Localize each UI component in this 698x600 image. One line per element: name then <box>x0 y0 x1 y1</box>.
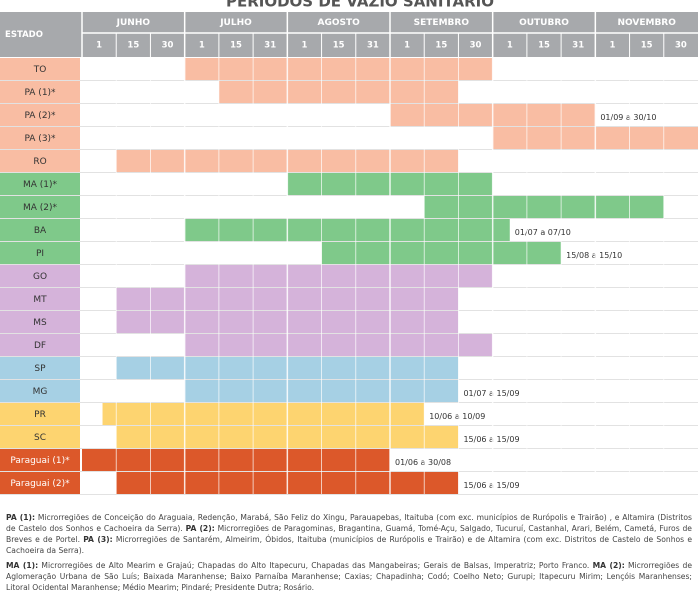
state-cell <box>0 81 80 103</box>
state-cell <box>0 173 80 195</box>
notes: PA (1): Microrregiões de Conceição do Ar… <box>6 512 692 597</box>
note-label: PA (1): <box>6 513 36 522</box>
day-label: 15 <box>127 41 139 51</box>
state-label: MT <box>33 295 47 305</box>
chart: PERÍODOS DE VAZIO SANITÁRIO ESTADO JUNHO 1 1… <box>0 0 698 495</box>
range-label: 15/06 a 15/09 <box>463 481 519 490</box>
state-cell <box>0 104 80 126</box>
state-label: MA (1)* <box>23 180 58 190</box>
state-cell <box>0 311 80 333</box>
month-label: SETEMBRO <box>414 18 470 28</box>
day-label: 1 <box>609 41 615 51</box>
state-cell <box>0 288 80 310</box>
range-label: 01/09 a 30/10 <box>600 113 656 122</box>
state-label: MS <box>33 318 47 328</box>
range-label: 15/06 a 15/09 <box>463 435 519 444</box>
state-label: Paraguai (2)* <box>10 479 70 489</box>
state-label: Paraguai (1)* <box>10 456 70 466</box>
period-bar <box>321 242 562 264</box>
state-label: PA (2)* <box>24 111 56 121</box>
range-label: 01/06 a 30/08 <box>395 458 451 467</box>
day-label: 1 <box>404 41 410 51</box>
state-cell <box>0 58 80 80</box>
state-label: BA <box>34 226 47 236</box>
day-label: 1 <box>96 41 102 51</box>
period-bar <box>184 334 493 356</box>
state-label: PA (3)* <box>24 134 56 144</box>
estado-header: ESTADO <box>5 30 43 40</box>
state-label: MA (2)* <box>23 203 58 213</box>
state-label: SP <box>34 364 46 374</box>
day-label: 15 <box>435 41 447 51</box>
state-cell <box>0 357 80 379</box>
note-label: PA (2): <box>185 524 215 533</box>
day-label: 30 <box>675 41 687 51</box>
state-cell <box>0 334 80 356</box>
state-cell <box>0 219 80 241</box>
state-label: RO <box>33 157 46 167</box>
state-label: PI <box>36 249 44 259</box>
state-label: TO <box>33 65 47 75</box>
state-cell <box>0 426 80 448</box>
day-label: 15 <box>641 41 653 51</box>
state-cell <box>0 265 80 287</box>
note-text: Microrregiões de Santarém, Almeirim, Óbi… <box>6 535 692 555</box>
state-cell <box>0 380 80 402</box>
day-label: 1 <box>301 41 307 51</box>
note-text: Microrregiões de Conceição do Araguaia, … <box>6 513 692 533</box>
range-label: 15/08 a 15/10 <box>566 251 622 260</box>
period-bar <box>424 196 664 218</box>
state-label: PR <box>34 410 46 420</box>
note-paragraph: PA (1): Microrregiões de Conceição do Ar… <box>6 512 692 556</box>
title: PERÍODOS DE VAZIO SANITÁRIO <box>226 0 494 11</box>
day-label: 1 <box>507 41 513 51</box>
note-paragraph: MA (1): Microrregiões de Alto Mearim e G… <box>6 560 692 593</box>
range-label: 10/06 a 10/09 <box>429 412 485 421</box>
day-label: 15 <box>538 41 550 51</box>
period-bar <box>218 81 459 103</box>
period-bar <box>184 219 510 241</box>
day-label: 31 <box>264 41 276 51</box>
month-label: NOVEMBRO <box>617 18 676 28</box>
month-label: OUTUBRO <box>519 18 569 28</box>
note-label: MA (2): <box>592 561 625 570</box>
note-text: Microrregiões de Aglomeração Urbana de S… <box>6 561 692 592</box>
day-label: 30 <box>470 41 482 51</box>
period-bar <box>102 403 425 425</box>
month-label: AGOSTO <box>318 18 361 28</box>
day-label: 15 <box>333 41 345 51</box>
state-cell <box>0 242 80 264</box>
state-label: DF <box>34 341 46 351</box>
day-label: 31 <box>367 41 379 51</box>
period-bar <box>82 449 390 471</box>
state-label: GO <box>33 272 47 282</box>
range-label: 01/07 a 07/10 <box>515 228 571 237</box>
state-cell <box>0 196 80 218</box>
day-label: 30 <box>162 41 174 51</box>
day-label: 1 <box>199 41 205 51</box>
state-cell <box>0 403 80 425</box>
day-label: 15 <box>230 41 242 51</box>
month-label: JUNHO <box>116 18 151 28</box>
month-label: JULHO <box>219 18 252 28</box>
state-label: SC <box>34 433 46 443</box>
state-cell <box>0 472 80 494</box>
note-label: PA (3): <box>83 535 113 544</box>
state-cell <box>0 150 80 172</box>
note-text: Microrregiões de Paragominas, Bragantina… <box>6 524 692 544</box>
state-cell <box>0 449 80 471</box>
period-bar <box>184 265 493 287</box>
day-label: 31 <box>572 41 584 51</box>
state-label: PA (1)* <box>24 88 56 98</box>
state-label: MG <box>33 387 48 397</box>
state-cell <box>0 127 80 149</box>
note-text: Microrregiões de Alto Mearim e Grajaú; C… <box>38 561 593 570</box>
note-label: MA (1): <box>6 561 39 570</box>
period-bar <box>184 58 493 80</box>
range-label: 01/07 a 15/09 <box>463 389 519 398</box>
